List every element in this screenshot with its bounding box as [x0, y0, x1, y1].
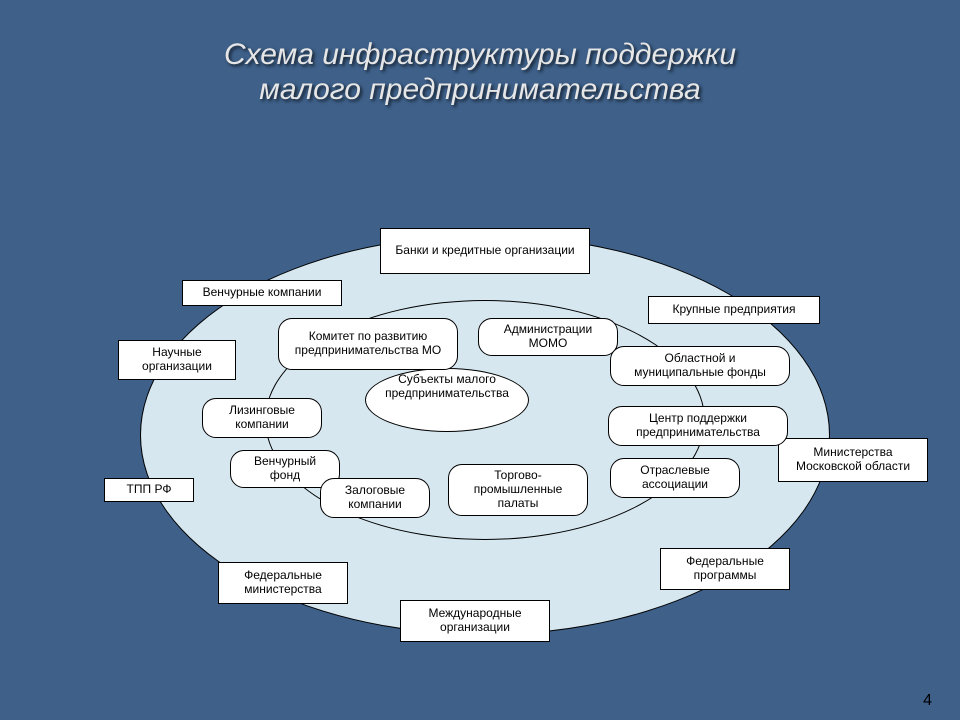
node-admin: Администрации МОМО: [478, 318, 618, 356]
title-line1: Схема инфраструктуры поддержки: [224, 38, 736, 71]
node-banks: Банки и кредитные организации: [380, 228, 590, 274]
slide: Схема инфраструктуры поддержки малого пр…: [0, 0, 960, 720]
node-committee: Комитет по развитию предпринимательства …: [278, 318, 458, 370]
node-ministries-mo: Министерства Московской области: [778, 438, 928, 482]
node-pledge: Залоговые компании: [320, 478, 430, 518]
node-tpp: ТПП РФ: [104, 478, 194, 502]
title-line2: малого предпринимательства: [259, 73, 701, 106]
node-assoc: Отраслевые ассоциации: [610, 458, 740, 498]
node-fed-min: Федеральные министерства: [218, 562, 348, 604]
page-number: 4: [923, 692, 932, 710]
node-leasing: Лизинговые компании: [202, 398, 322, 438]
slide-title: Схема инфраструктуры поддержки малого пр…: [0, 38, 960, 107]
node-chambers: Торгово-промышленные палаты: [448, 464, 588, 516]
node-big-ent: Крупные предприятия: [648, 296, 820, 324]
node-fed-prog: Федеральные программы: [660, 548, 790, 590]
node-science: Научные организации: [118, 340, 236, 380]
node-venture-co: Венчурные компании: [182, 280, 342, 306]
center-label: Субъекты малого предпринимательства: [371, 373, 523, 401]
node-obl-fund: Областной и муниципальные фонды: [610, 346, 790, 386]
node-intl: Международные организации: [400, 600, 550, 642]
node-support: Центр поддержки предпринимательства: [608, 406, 788, 446]
